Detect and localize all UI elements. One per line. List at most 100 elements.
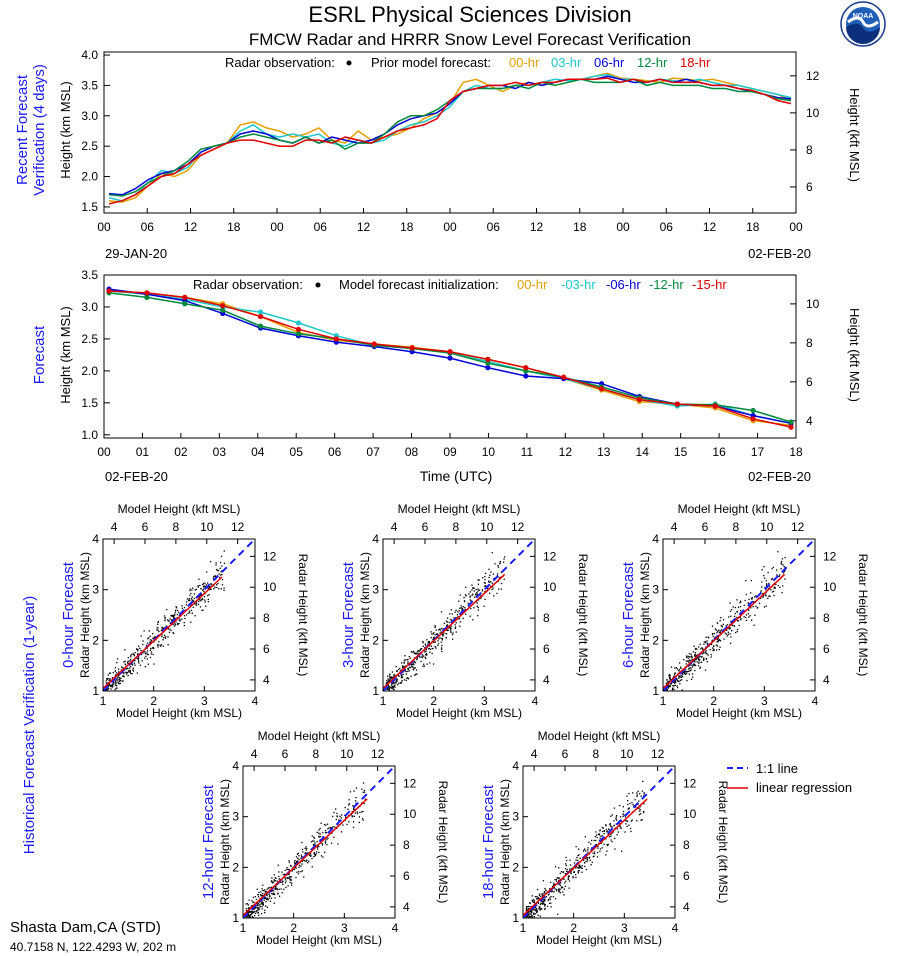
scatter-point (537, 898, 539, 900)
scatter-point (591, 839, 593, 842)
scatter-point (407, 658, 409, 661)
scatter-point (700, 661, 702, 663)
scatter-point (688, 656, 691, 658)
scatter-point (262, 884, 264, 886)
scatter-point (736, 611, 738, 613)
scatter-point (590, 864, 592, 866)
scatter-point (771, 577, 774, 580)
scatter-point (629, 827, 632, 830)
scatter-point (258, 904, 261, 906)
scatter-point (540, 902, 542, 904)
scatter-point (550, 896, 552, 898)
scatter-point (538, 894, 540, 896)
scatter-point (408, 656, 410, 658)
forecast-ytick-right-label: 10 (806, 297, 820, 311)
scatter-point (570, 868, 573, 870)
scatter-point (127, 661, 129, 664)
scatter-point (700, 655, 702, 658)
scatter-point (752, 606, 754, 608)
scatter-point (464, 600, 466, 603)
scatter-point (266, 888, 268, 890)
scatter-point (277, 892, 279, 894)
scatter-point (729, 610, 732, 612)
scatter-point (106, 689, 108, 692)
scatter-point (477, 579, 479, 581)
forecast-series-4-point (750, 416, 756, 422)
scatter-point (552, 890, 554, 892)
scatter-point (722, 619, 725, 621)
scatter-point (665, 682, 668, 685)
scatter-point (319, 836, 322, 838)
scatter-point (584, 836, 586, 838)
scatter-point (171, 614, 173, 616)
scatter-point (681, 672, 683, 674)
scatter-point (137, 648, 139, 651)
scatter-point (134, 664, 136, 666)
scatter-point (158, 641, 160, 643)
scatter-point (668, 686, 670, 688)
scatter-point (313, 852, 315, 854)
scatter-point (459, 625, 461, 627)
scatter-point (179, 618, 181, 620)
scatter-point (498, 588, 500, 590)
scatter-point (352, 821, 355, 823)
scatter-point (122, 680, 124, 682)
scatter-point (465, 595, 467, 597)
scatter-ytick-label: 4 (512, 759, 519, 773)
scatter-point (162, 645, 164, 647)
scatter-point (223, 550, 225, 552)
scatter-point (674, 667, 676, 669)
scatter-point (694, 664, 697, 666)
scatter-point (673, 673, 676, 676)
scatter-point (411, 665, 413, 667)
scatter-point (127, 662, 129, 664)
scatter-point (215, 562, 217, 564)
forecast-series-4-point (220, 303, 226, 309)
scatter-point (771, 568, 773, 570)
scatter-point (163, 634, 166, 636)
scatter-point (476, 593, 479, 595)
scatter-point (755, 605, 757, 607)
scatter-point (765, 580, 767, 582)
scatter-point (685, 660, 687, 662)
scatter-point (319, 827, 321, 830)
scatter-point (391, 671, 393, 673)
scatter-point (195, 588, 197, 590)
scatter-point (670, 679, 672, 681)
regression-line (522, 798, 648, 917)
scatter-point (643, 811, 645, 814)
scatter-point (492, 573, 494, 575)
scatter-point (296, 853, 299, 855)
scatter-point (261, 901, 263, 903)
scatter-point (193, 600, 195, 602)
scatter-point (639, 808, 641, 811)
scatter-point (554, 898, 557, 900)
scatter-point (584, 865, 586, 868)
scatter-point (674, 672, 676, 674)
scatter-point (450, 628, 452, 630)
scatter-point (149, 641, 151, 643)
scatter-point (569, 859, 571, 861)
scatter-point (478, 579, 480, 581)
scatter-ytick-right-label: 8 (263, 611, 270, 625)
scatter-point (276, 888, 278, 890)
scatter-point (525, 908, 528, 910)
scatter-point (261, 888, 263, 890)
scatter-point (387, 678, 389, 680)
scatter-point (392, 681, 394, 683)
scatter-point (131, 653, 133, 655)
scatter-point (542, 902, 545, 904)
scatter-frame (102, 538, 256, 692)
scatter-point (403, 679, 406, 681)
scatter-point (573, 862, 576, 864)
scatter-point (696, 657, 698, 659)
scatter-point (288, 873, 290, 876)
scatter-point (305, 846, 307, 848)
forecast-series-3-point (485, 360, 491, 366)
scatter-xtick-label: 1 (100, 694, 107, 708)
scatter-point (213, 588, 215, 590)
scatter-point (739, 609, 742, 612)
scatter-point (209, 586, 211, 588)
scatter-point (527, 909, 529, 911)
scatter-ytick-label: 3 (92, 583, 99, 597)
